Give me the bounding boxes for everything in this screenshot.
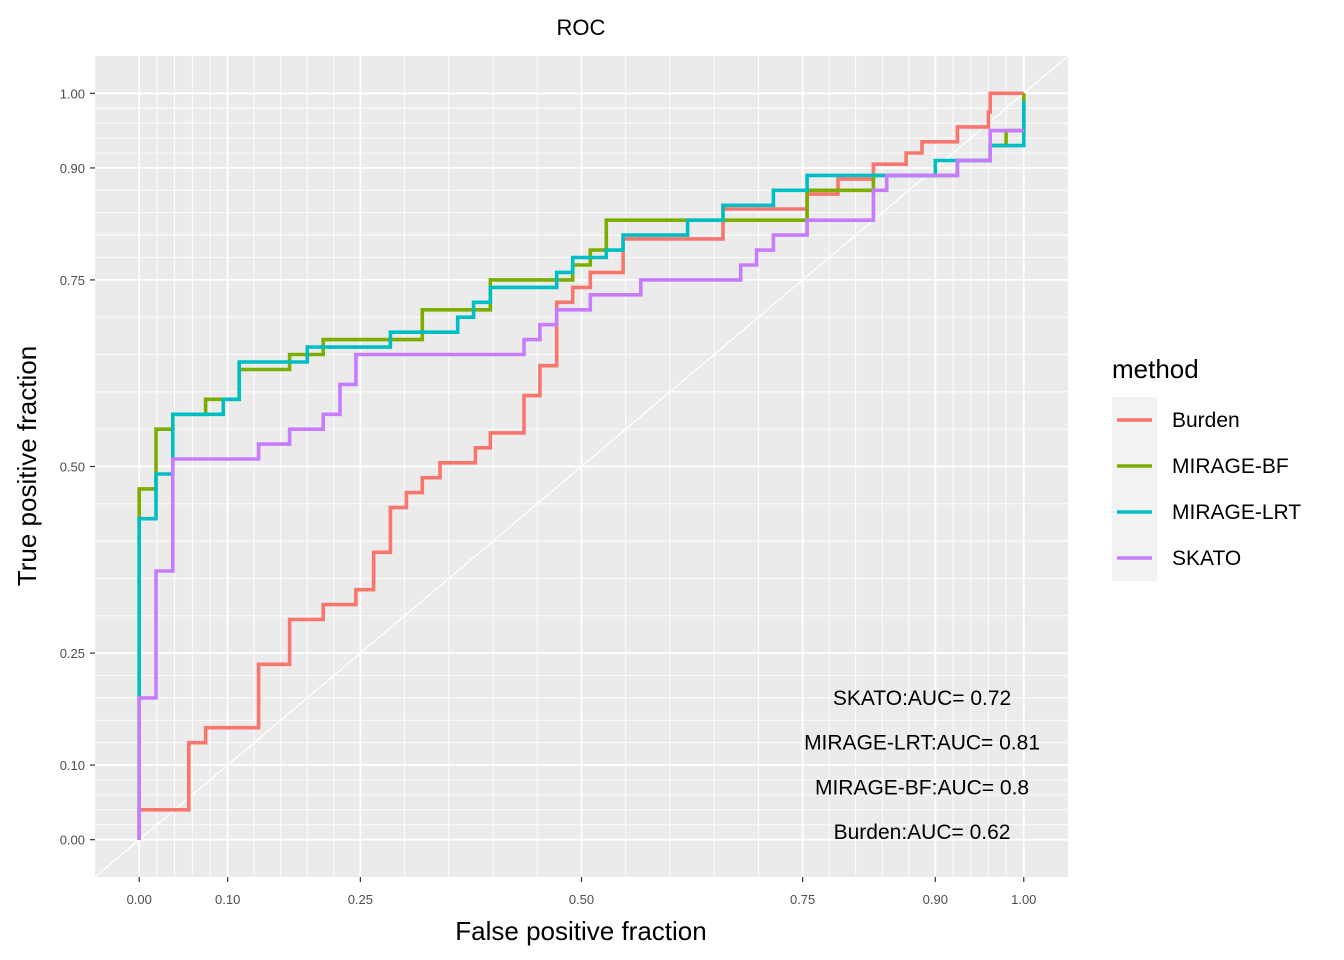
auc-annotation: MIRAGE-BF:AUC= 0.8 xyxy=(815,776,1029,799)
legend-label: MIRAGE-LRT xyxy=(1172,501,1301,524)
series-line-skato xyxy=(137,128,1024,840)
y-tick-label: 0.90 xyxy=(60,161,85,176)
auc-annotation: Burden:AUC= 0.62 xyxy=(834,821,1011,844)
legend-title: method xyxy=(1112,354,1199,384)
x-axis-ticks: 0.00 0.10 0.25 0.50 0.75 0.90 1.00 xyxy=(127,877,1036,907)
legend-label: SKATO xyxy=(1172,547,1241,570)
major-gridlines xyxy=(95,56,1068,877)
y-tick-label: 0.50 xyxy=(60,460,85,475)
series-layer xyxy=(137,91,1026,840)
x-tick-label: 0.00 xyxy=(127,892,152,907)
x-tick-label: 0.25 xyxy=(348,892,373,907)
auc-annotation: SKATO:AUC= 0.72 xyxy=(833,687,1011,710)
y-tick-label: 0.75 xyxy=(60,273,85,288)
legend-label: Burden xyxy=(1172,409,1240,432)
x-tick-label: 0.10 xyxy=(215,892,240,907)
y-axis-title: True positive fraction xyxy=(12,346,42,586)
y-tick-label: 0.10 xyxy=(60,758,85,773)
chart-title: ROC xyxy=(557,15,606,40)
x-tick-label: 0.90 xyxy=(923,892,948,907)
series-line-mirage-lrt xyxy=(137,100,1026,840)
auc-annotation: MIRAGE-LRT:AUC= 0.81 xyxy=(804,732,1040,755)
x-tick-label: 0.50 xyxy=(569,892,594,907)
legend-label: MIRAGE-BF xyxy=(1172,455,1289,478)
y-axis-ticks: 0.00 0.10 0.25 0.50 0.75 0.90 1.00 xyxy=(60,86,95,848)
y-tick-label: 0.25 xyxy=(60,646,85,661)
series-line-burden xyxy=(137,91,1024,840)
legend: method Burden MIRAGE-BF MIRAGE-LRT SKATO xyxy=(1112,354,1301,581)
y-tick-label: 0.00 xyxy=(60,833,85,848)
diagonal-reference-line xyxy=(94,55,1069,878)
x-tick-label: 1.00 xyxy=(1011,892,1036,907)
auc-annotations: SKATO:AUC= 0.72 MIRAGE-LRT:AUC= 0.81 MIRAG… xyxy=(804,687,1040,844)
x-tick-label: 0.75 xyxy=(790,892,815,907)
y-tick-label: 1.00 xyxy=(60,86,85,101)
x-axis-title: False positive fraction xyxy=(455,916,706,946)
